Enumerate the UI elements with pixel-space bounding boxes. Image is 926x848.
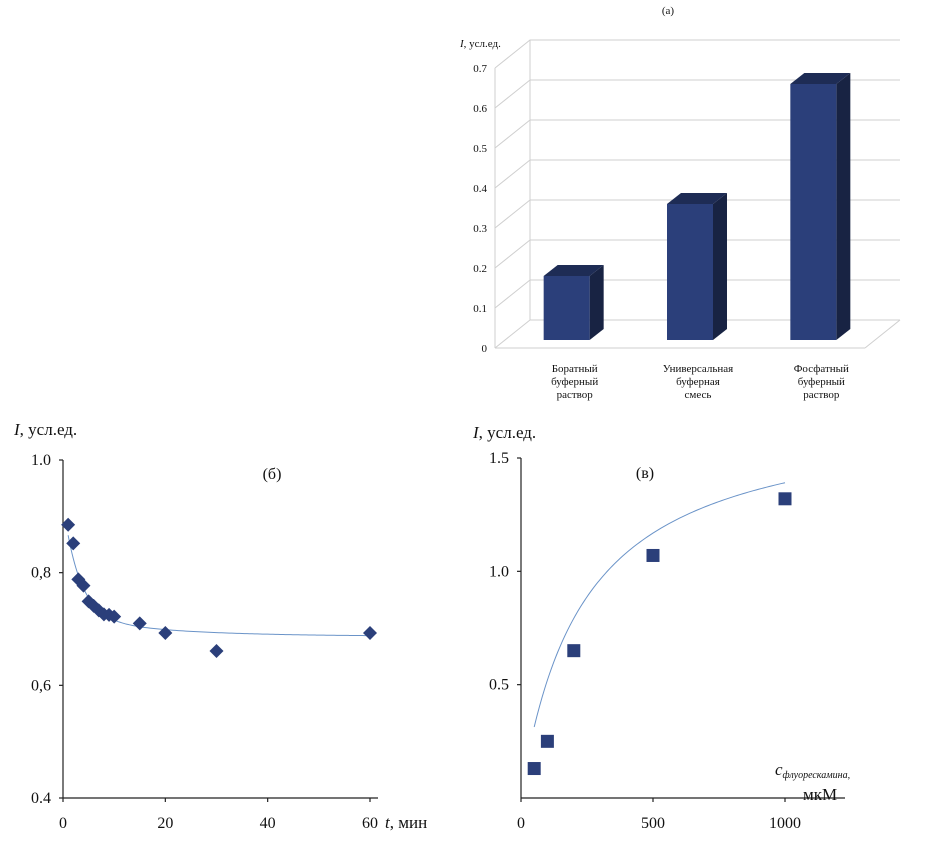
data-point — [567, 644, 581, 658]
category-label: Боратный — [552, 363, 598, 375]
data-point — [66, 536, 81, 551]
y-axis-label: I, усл.ед. — [472, 423, 536, 442]
concentration-scatter-panel: 0.5 1.0 1.5 0 500 1000 (в) I, усл.ед. cфлуореска… — [463, 410, 926, 848]
y-axis-label: I, усл.ед. — [13, 420, 77, 439]
y-tick-label: 0.6 — [473, 103, 487, 115]
y-tick-label: 1.0 — [31, 452, 51, 469]
gridline — [494, 39, 900, 69]
bar-front — [543, 276, 590, 340]
bar-top — [543, 265, 604, 276]
bar-chart-svg: (а) 0 0.1 0.2 0.3 0.4 0.5 0.6 0.7 I, усл.ед. Борат… — [459, 5, 901, 401]
time-scatter-svg: 0.4 0,6 0,8 1.0 0 20 40 60 (б) I, усл.ед. t, мин — [13, 420, 427, 832]
data-point — [527, 762, 541, 776]
data-point — [76, 578, 91, 593]
gridline — [494, 319, 900, 349]
bar — [667, 193, 727, 340]
y-tick-label: 1.0 — [489, 563, 509, 580]
bar-side — [713, 193, 727, 340]
y-tick-label: 0.5 — [489, 677, 509, 694]
x-tick-label: 0 — [59, 815, 67, 832]
category-label: буферный — [798, 376, 845, 388]
y-tick-label: 0.1 — [473, 303, 487, 315]
x-tick-label: 1000 — [769, 815, 801, 832]
gridline — [494, 199, 900, 229]
fit-curve — [533, 482, 786, 728]
category-label: смесь — [685, 389, 712, 401]
gridline — [494, 79, 900, 109]
panel-label-c: (в) — [636, 465, 654, 482]
category-label: Фосфатный — [794, 363, 849, 375]
data-point — [91, 603, 106, 618]
bar-side — [589, 265, 604, 340]
bar-front — [667, 204, 713, 340]
category-label: раствор — [803, 389, 840, 401]
y-tick-label: 0 — [482, 343, 488, 355]
time-scatter-panel: 0.4 0,6 0,8 1.0 0 20 40 60 (б) I, усл.ед. t, мин — [0, 410, 463, 848]
y-tick-label: 0.7 — [473, 63, 487, 75]
bar — [543, 265, 604, 340]
x-tick-label: 500 — [641, 815, 665, 832]
x-tick-label: 40 — [260, 815, 276, 832]
data-point — [540, 734, 554, 748]
x-tick-label: 0 — [517, 815, 525, 832]
floor-right-edge — [864, 319, 901, 349]
data-point — [107, 609, 122, 624]
data-point — [209, 643, 224, 658]
fit-curve — [67, 535, 371, 637]
y-tick-label: 0.3 — [473, 223, 487, 235]
y-tick-label: 0.4 — [31, 790, 51, 807]
x-axis-label: t, мин — [385, 813, 427, 832]
bar-front — [790, 84, 837, 340]
bar-chart-panel: (а) 0 0.1 0.2 0.3 0.4 0.5 0.6 0.7 I, усл.ед. Борат… — [0, 0, 926, 410]
y-tick-label: 1.5 — [489, 450, 509, 467]
data-point — [778, 492, 792, 506]
y-tick-label: 0,8 — [31, 565, 51, 582]
bar — [790, 73, 851, 340]
data-point — [646, 548, 660, 562]
y-tick-label: 0.4 — [473, 183, 487, 195]
x-tick-label: 60 — [362, 815, 378, 832]
gridline — [494, 119, 900, 149]
y-tick-label: 0,6 — [31, 677, 51, 694]
gridline — [494, 239, 900, 269]
category-label: буферный — [551, 376, 598, 388]
category-label: раствор — [557, 389, 594, 401]
gridline — [494, 159, 900, 189]
gridline — [494, 279, 900, 309]
y-axis-label: I, усл.ед. — [459, 38, 501, 50]
panel-label-a: (а) — [662, 5, 675, 17]
bar-top — [790, 73, 851, 84]
bar-top — [667, 193, 727, 204]
bar-side — [836, 73, 851, 340]
category-label: Универсальная — [663, 363, 733, 375]
concentration-scatter-svg: 0.5 1.0 1.5 0 500 1000 (в) I, усл.ед. cфлуореска… — [472, 423, 850, 832]
data-point — [363, 625, 377, 640]
x-axis-unit-label: мкМ — [803, 785, 837, 804]
x-tick-label: 20 — [157, 815, 173, 832]
y-tick-label: 0.2 — [473, 263, 487, 275]
panel-label-b: (б) — [263, 466, 282, 483]
x-axis-label: cфлуорескамина, — [775, 760, 850, 781]
y-tick-label: 0.5 — [473, 143, 487, 155]
data-point — [61, 517, 76, 532]
category-label: буферная — [676, 376, 720, 388]
data-point — [132, 616, 147, 631]
data-point — [158, 625, 173, 640]
